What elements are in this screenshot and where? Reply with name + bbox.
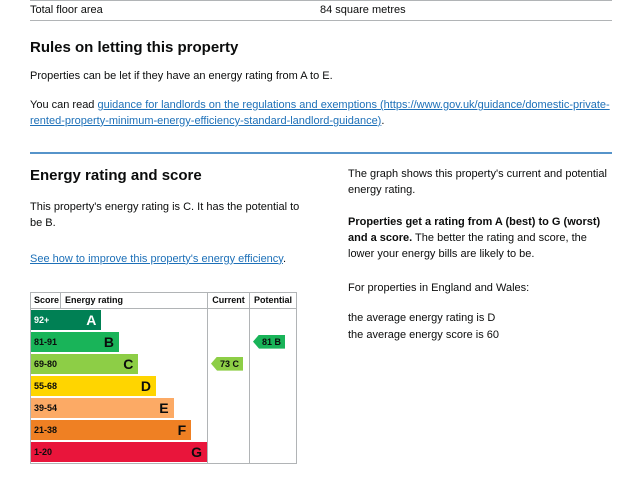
- letting-rules-intro: Properties can be let if they have an en…: [30, 70, 333, 82]
- epc-potential-cell: [249, 308, 296, 331]
- chart-header-current: Current: [207, 292, 249, 308]
- section-divider: [30, 151, 612, 154]
- improve-efficiency-link[interactable]: See how to improve this property's energ…: [30, 252, 283, 265]
- epc-bar-area: 81-91 B: [31, 331, 207, 353]
- rating-summary: This property's energy rating is C. It h…: [30, 200, 300, 229]
- epc-band-row-b: 81-91 B 81 B: [31, 330, 296, 353]
- epc-bar-area: 92+ A: [31, 309, 207, 331]
- improve-suffix: .: [282, 252, 287, 265]
- epc-band-bar-b: 81-91 B: [31, 331, 119, 352]
- epc-band-row-e: 39-54 E: [31, 396, 296, 419]
- epc-band-bar-a: 92+ A: [31, 309, 102, 330]
- chart-header-score: Score: [31, 292, 61, 308]
- epc-band-score: 81-91: [34, 336, 58, 347]
- epc-band-row-f: 21-38 F: [31, 418, 296, 441]
- chart-header-potential: Potential: [249, 292, 296, 308]
- guidance-prefix: You can read: [30, 98, 98, 111]
- epc-band-letter: D: [140, 377, 151, 394]
- graph-intro: The graph shows this property's current …: [348, 167, 607, 196]
- epc-potential-indicator: 81 B: [253, 334, 286, 349]
- landlord-guidance-link[interactable]: guidance for landlords on the regulation…: [30, 98, 610, 127]
- floor-area-label: Total floor area: [30, 4, 103, 16]
- regions-intro: For properties in England and Wales:: [348, 281, 530, 294]
- epc-current-cell: [207, 418, 249, 441]
- epc-band-letter: G: [191, 443, 202, 460]
- epc-bar-area: 21-38 F: [31, 419, 207, 441]
- floor-area-value: 84 square metres: [320, 4, 406, 16]
- epc-band-row-a: 92+ A: [31, 308, 296, 331]
- epc-band-bar-f: 21-38 F: [31, 419, 192, 440]
- epc-band-bar-g: 1-20 G: [31, 441, 207, 462]
- epc-bar-area: 39-54 E: [31, 397, 207, 419]
- improve-paragraph: See how to improve this property's energ…: [30, 252, 314, 268]
- rating-column: Energy rating and score This property's …: [30, 167, 314, 464]
- epc-bar-area: 55-68 D: [31, 375, 207, 397]
- epc-band-letter: B: [103, 333, 114, 350]
- chart-header-row: Score Energy rating Current Potential: [31, 292, 296, 309]
- epc-current-cell: [207, 396, 249, 419]
- national-averages: the average energy rating is D the averag…: [348, 310, 612, 344]
- epc-current-cell: [207, 308, 249, 331]
- epc-band-score: 1-20: [34, 446, 53, 457]
- epc-potential-cell: [249, 440, 296, 463]
- energy-rating-heading: Energy rating and score: [30, 166, 202, 184]
- epc-band-score: 55-68: [34, 380, 58, 391]
- chart-header-rating: Energy rating: [65, 294, 124, 305]
- epc-potential-cell: [249, 352, 296, 375]
- epc-page: Total floor area 84 square metres Rules …: [30, 0, 612, 464]
- epc-band-score: 21-38: [34, 424, 58, 435]
- epc-band-score: 39-54: [34, 402, 58, 413]
- epc-band-score: 92+: [34, 314, 50, 325]
- epc-band-letter: A: [86, 311, 97, 328]
- rating-explanation-rest: The better the rating and score, the low…: [348, 231, 587, 260]
- epc-band-row-d: 55-68 D: [31, 374, 296, 397]
- epc-band-letter: C: [123, 355, 134, 372]
- epc-current-cell: [207, 330, 249, 353]
- epc-potential-cell: [249, 418, 296, 441]
- energy-rating-section: Energy rating and score This property's …: [30, 167, 612, 464]
- letting-rules-heading: Rules on letting this property: [30, 39, 239, 56]
- epc-current-cell: [207, 440, 249, 463]
- epc-potential-cell: [249, 396, 296, 419]
- summary-row-total-floor-area: Total floor area 84 square metres: [30, 0, 612, 21]
- epc-band-letter: F: [177, 421, 187, 438]
- average-rating: the average energy rating is D: [348, 312, 496, 325]
- rating-explanation-bold: Properties get a rating from A (best) to…: [348, 215, 601, 244]
- epc-potential-cell: 81 B: [249, 330, 296, 353]
- epc-band-bar-d: 55-68 D: [31, 375, 156, 396]
- epc-current-cell: 73 C: [207, 352, 249, 375]
- epc-bar-area: 69-80 C: [31, 353, 207, 375]
- energy-rating-chart: Score Energy rating Current Potential 92…: [30, 291, 297, 464]
- epc-band-bar-e: 39-54 E: [31, 397, 174, 418]
- guidance-suffix: .: [381, 114, 385, 127]
- average-score: the average energy score is 60: [348, 329, 500, 342]
- epc-current-cell: [207, 374, 249, 397]
- epc-band-row-g: 1-20 G: [31, 440, 296, 463]
- rating-explanation-column: The graph shows this property's current …: [348, 167, 612, 464]
- epc-potential-cell: [249, 374, 296, 397]
- epc-band-score: 69-80: [34, 358, 58, 369]
- epc-current-indicator: 73 C: [211, 356, 244, 371]
- epc-band-letter: E: [159, 399, 169, 416]
- letting-guidance-paragraph: You can read guidance for landlords on t…: [30, 98, 612, 130]
- epc-band-bar-c: 69-80 C: [31, 353, 139, 374]
- letting-rules-section: Rules on letting this property Propertie…: [30, 39, 612, 130]
- epc-band-row-c: 69-80 C 73 C: [31, 352, 296, 375]
- rating-explanation: Properties get a rating from A (best) to…: [348, 215, 612, 263]
- epc-bar-area: 1-20 G: [31, 441, 207, 463]
- chart-rows: 92+ A 81-91 B 81 B 69-80 C 73 C 55-68 D 39-54 E 21-3…: [31, 308, 296, 463]
